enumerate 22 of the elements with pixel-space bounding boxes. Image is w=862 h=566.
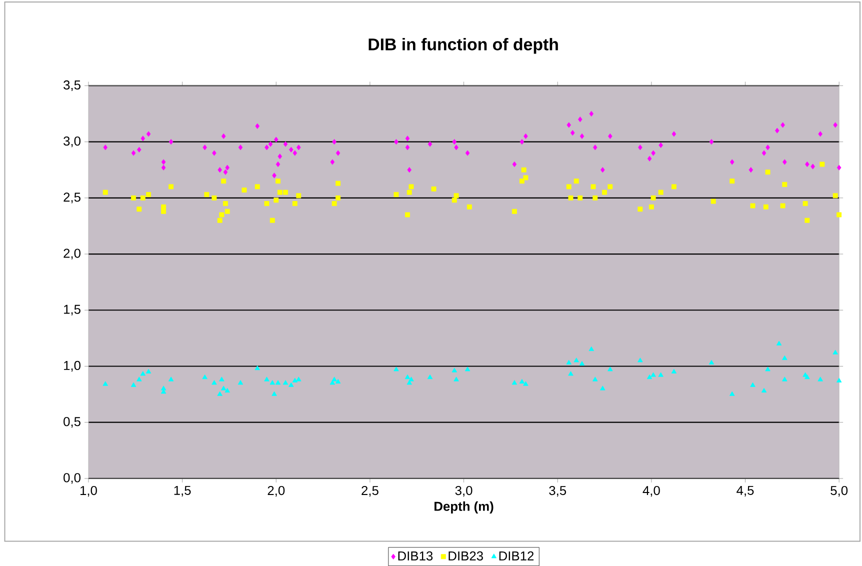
y-tick-label: 3,5 bbox=[64, 80, 80, 92]
x-tick-label: 3,5 bbox=[549, 486, 566, 497]
x-tick-label: 4,0 bbox=[642, 486, 660, 497]
x-axis-title: Depth (m) bbox=[434, 501, 494, 514]
x-tick-label: 1,0 bbox=[80, 486, 97, 497]
legend-label: DIB13 bbox=[398, 551, 433, 560]
y-tick-label: 2,0 bbox=[64, 248, 80, 260]
legend-label: DIB12 bbox=[499, 551, 534, 560]
x-tick-label: 2,0 bbox=[268, 486, 285, 497]
x-tick-label: 3,0 bbox=[455, 486, 472, 497]
x-tick-label: 1,5 bbox=[174, 486, 191, 496]
chart-title: DIB in function of depth bbox=[368, 38, 558, 54]
x-tick-label: 5,0 bbox=[830, 486, 848, 497]
y-tick-label: 1,5 bbox=[64, 304, 80, 316]
y-tick-label: 1,0 bbox=[64, 360, 80, 372]
y-tick-label: 0,0 bbox=[64, 473, 80, 484]
x-tick-label: 2,5 bbox=[362, 486, 378, 497]
y-tick-label: 2,5 bbox=[64, 192, 80, 204]
y-tick-label: 0,5 bbox=[64, 417, 80, 428]
x-tick-label: 4,5 bbox=[736, 486, 754, 496]
y-tick-label: 3,0 bbox=[64, 136, 80, 148]
legend-label: DIB23 bbox=[448, 551, 483, 560]
